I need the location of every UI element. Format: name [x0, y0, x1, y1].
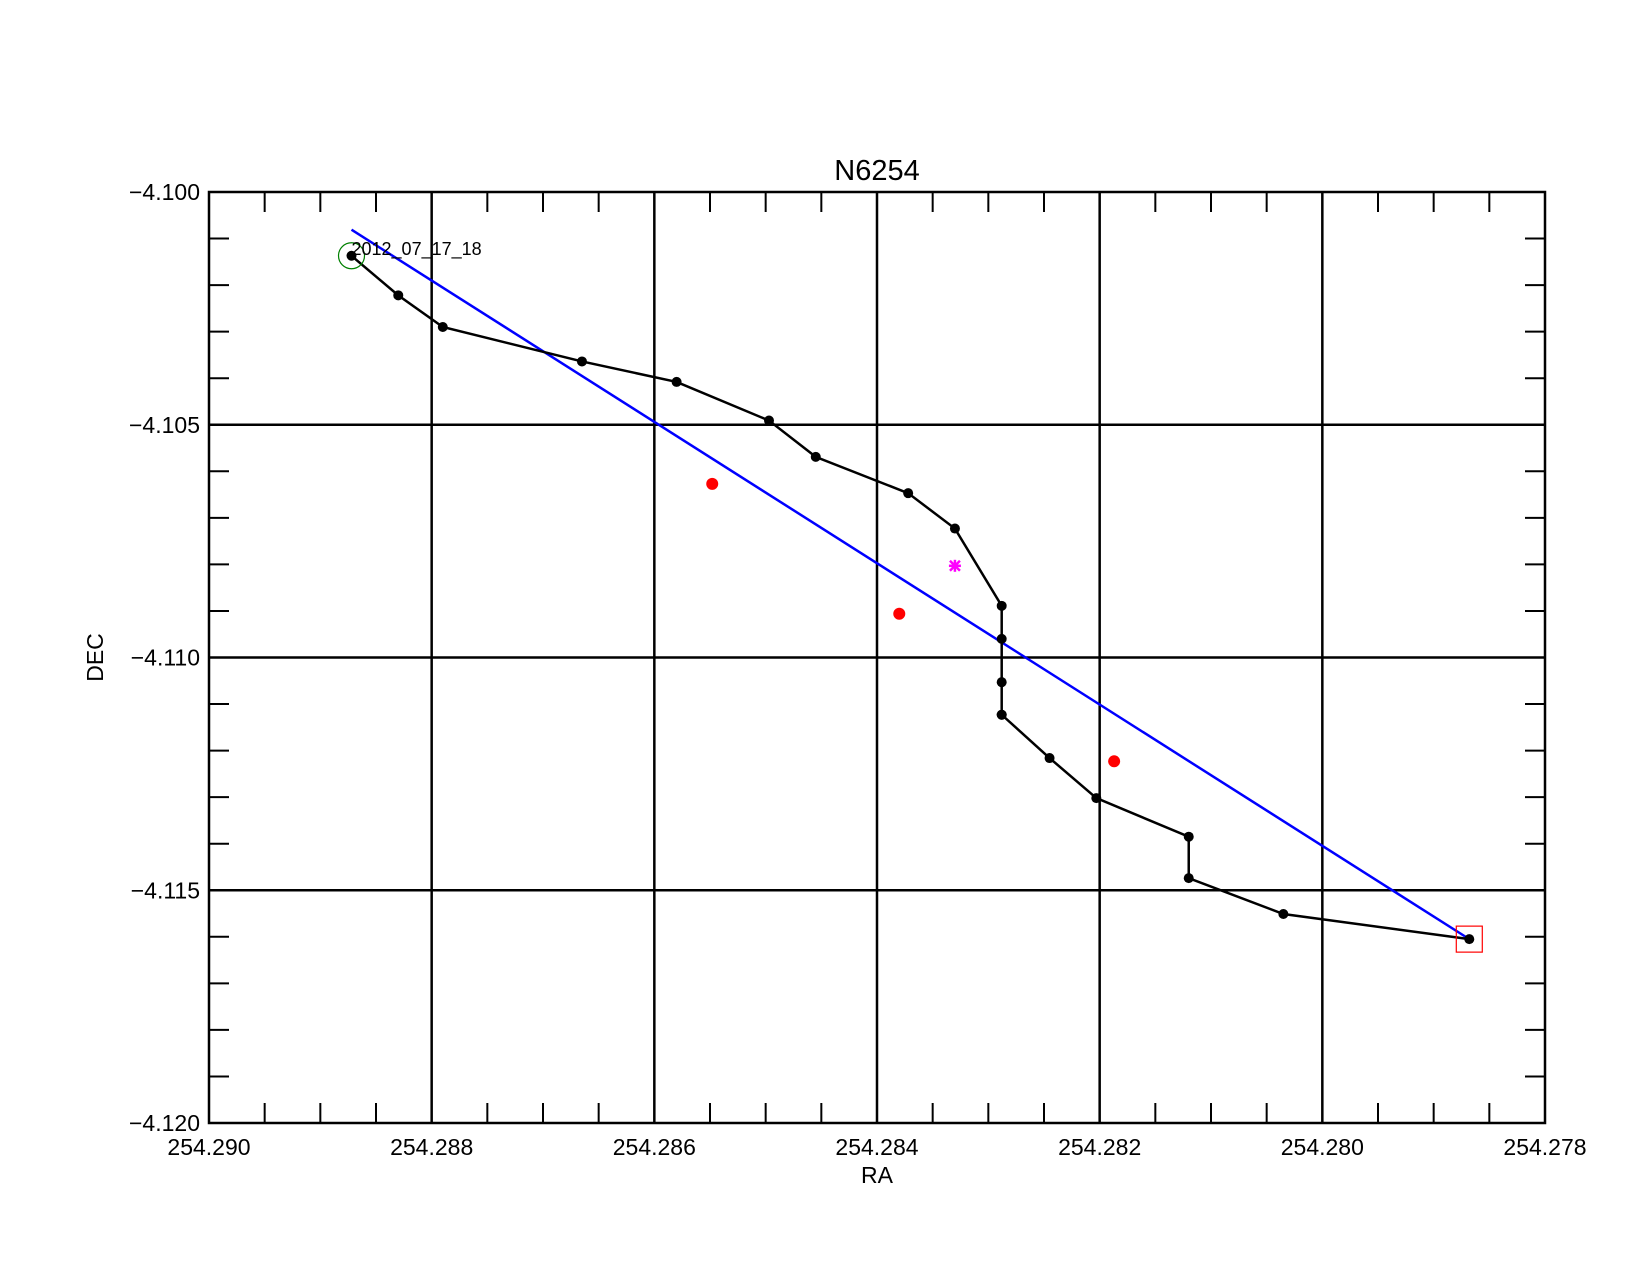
track-point [996, 633, 1007, 644]
x-tick-label: 254.284 [835, 1134, 918, 1160]
x-tick-label: 254.290 [167, 1134, 250, 1160]
highlight-point-stroke [949, 559, 961, 572]
track-point [949, 523, 960, 534]
x-axis-label: RA [861, 1162, 894, 1188]
labels: 254.290 254.288 254.286 254.284 254.282 254.2… [129, 179, 1587, 1160]
fit-point [1108, 755, 1121, 768]
fit-point [706, 477, 719, 490]
track-point [996, 677, 1007, 688]
track-point [576, 356, 587, 367]
track-point [346, 250, 357, 261]
track-point [996, 709, 1007, 720]
fit-point [893, 607, 906, 620]
chart-title: N6254 [834, 155, 919, 187]
y-tick-label: −4.115 [131, 877, 200, 903]
series: 2012_07_17_18 [337, 228, 1483, 953]
track-point [1044, 753, 1055, 764]
track-point [1183, 831, 1194, 842]
start-label: 2012_07_17_18 [352, 239, 482, 260]
ticks [209, 192, 1545, 1123]
track-point [1464, 934, 1475, 945]
track-point [996, 600, 1007, 611]
track-point [903, 488, 914, 499]
y-tick-label: −4.100 [129, 179, 200, 205]
fit-line [350, 228, 1470, 941]
x-tick-label: 254.280 [1281, 1134, 1364, 1160]
track-point [810, 451, 821, 462]
plot-frame [207, 190, 1547, 1125]
x-tick-label: 254.286 [613, 1134, 696, 1160]
x-tick-label: 254.282 [1058, 1134, 1141, 1160]
x-tick-label: 254.278 [1503, 1134, 1586, 1160]
track-point [437, 321, 448, 332]
track-point [764, 415, 775, 426]
end-marker [1455, 925, 1483, 953]
y-tick-label: −4.105 [129, 412, 200, 438]
highlight-point [948, 559, 961, 572]
track-point [1278, 908, 1289, 919]
y-tick-label: −4.120 [129, 1110, 200, 1136]
start-marker [337, 242, 366, 270]
track-point [1091, 793, 1102, 804]
grid [209, 192, 1545, 1123]
y-axis-label: DEC [82, 633, 108, 682]
y-tick-label: −4.110 [131, 645, 200, 671]
x-tick-label: 254.288 [390, 1134, 473, 1160]
track-point [671, 376, 682, 387]
track-point [393, 290, 404, 301]
track-line [350, 254, 1470, 941]
track-point [1183, 873, 1194, 884]
